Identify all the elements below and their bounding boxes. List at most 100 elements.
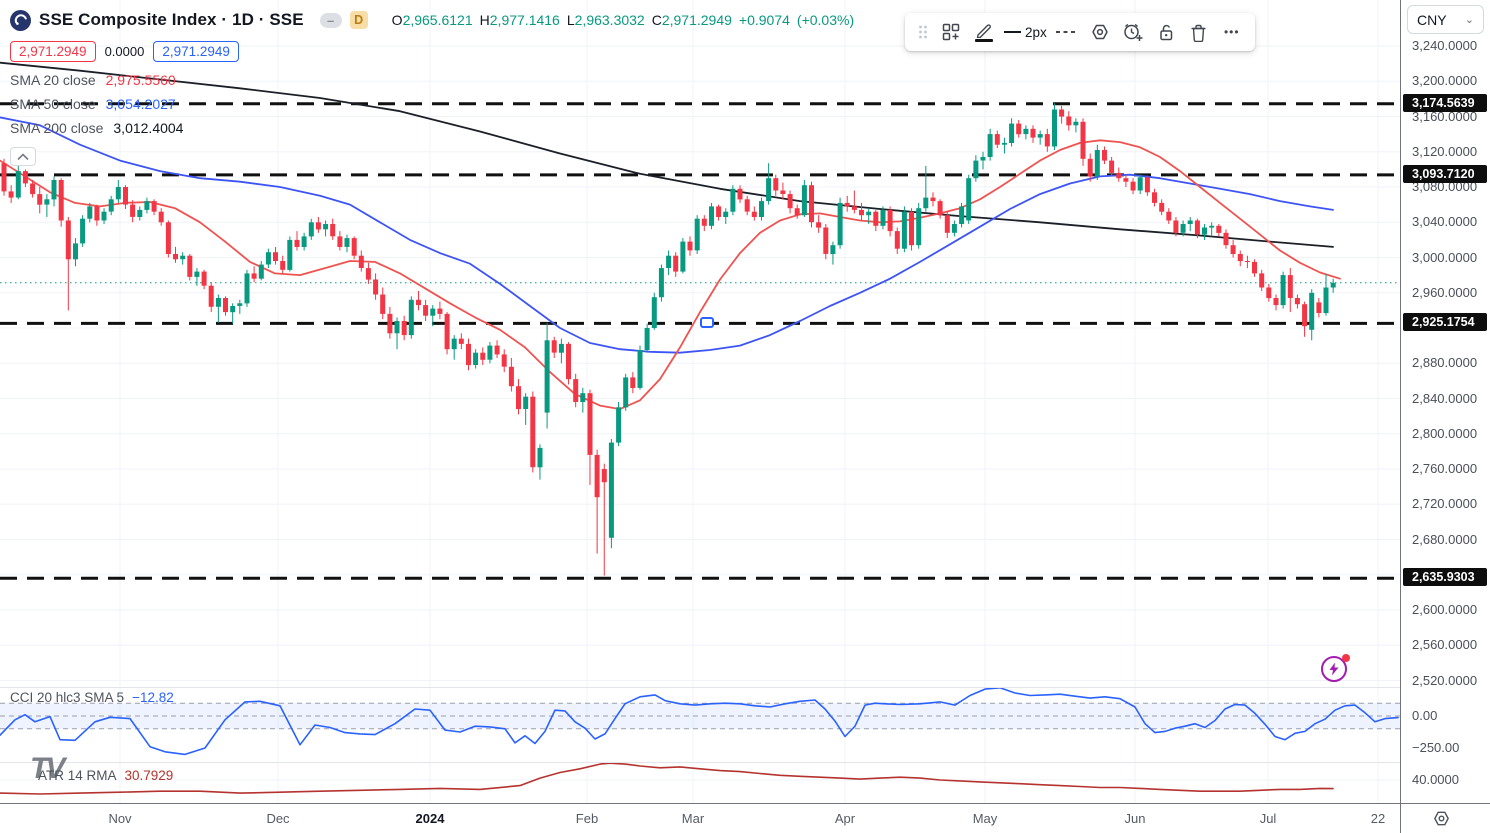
candle-body [1216, 225, 1222, 233]
candle-body [1109, 160, 1115, 173]
candle-body [330, 224, 336, 237]
candle-body [1330, 282, 1336, 288]
candle-body [901, 211, 907, 249]
candle-body [101, 211, 107, 221]
candle-body [1009, 123, 1015, 143]
candle-body [1144, 177, 1150, 193]
cci-tick-label: −250.00 [1412, 740, 1460, 755]
atr-indicator-legend[interactable]: ATR 14 RMA 30.7929 [38, 768, 173, 783]
line-width-icon [1004, 30, 1021, 34]
candle-body [1052, 109, 1057, 147]
candle-body [794, 208, 800, 216]
candle-body [1230, 245, 1236, 254]
candle-body [151, 201, 157, 212]
more-options-button[interactable]: ••• [1223, 25, 1240, 39]
buy-button[interactable]: 2,971.2949 [153, 40, 239, 62]
candle-body [358, 255, 364, 268]
candle-body [951, 224, 957, 233]
candle-body [930, 197, 936, 202]
time-tick-label: Dec [266, 811, 290, 826]
currency-dropdown[interactable]: CNY ⌄ [1407, 5, 1484, 34]
price-tick-label: 3,040.0000 [1412, 214, 1478, 230]
price-level-badge: 3,174.5639 [1403, 93, 1487, 112]
candle-body [494, 345, 500, 355]
alert-clock-plus-icon [1124, 23, 1143, 41]
candle-body [716, 206, 722, 217]
cci-indicator-legend[interactable]: CCI 20 hlc3 SMA 5 −12.82 [10, 690, 174, 705]
candle-body [401, 321, 407, 336]
candle-body [15, 171, 21, 198]
flash-promo-button[interactable] [1321, 654, 1350, 684]
indicator-row-sma20[interactable]: SMA 20 close 2,975.5560 [10, 71, 854, 88]
hide-source-icon[interactable]: – [319, 12, 342, 28]
color-picker-button[interactable] [971, 18, 997, 46]
candle-body [987, 134, 993, 157]
candle-body [1223, 232, 1229, 246]
lock-button[interactable] [1153, 18, 1179, 46]
cci-label: CCI 20 hlc3 SMA 5 [10, 690, 125, 705]
change-percent: (+0.03%) [796, 12, 855, 28]
sma50-value: 3,054.2027 [105, 95, 176, 112]
candle-body [1123, 178, 1129, 182]
candle-body [1130, 181, 1136, 191]
interval-badge[interactable]: D [349, 11, 368, 29]
line-width-label: 2px [1025, 24, 1047, 40]
candle-body [937, 201, 943, 216]
candle-body [551, 340, 557, 353]
time-tick-label: 22 [1370, 811, 1386, 826]
price-axis[interactable]: 3,240.0000 3,200.0000 3,160.0000 3,120.0000… [1400, 0, 1490, 803]
candle-body [873, 211, 879, 226]
candle-body [408, 299, 414, 336]
candle-body [108, 199, 114, 212]
candle-body [30, 183, 36, 195]
template-button[interactable] [938, 18, 964, 46]
symbol-title[interactable]: SSE Composite Index · 1D · SSE [39, 10, 304, 29]
candle-body [566, 343, 571, 380]
candle-body [1244, 261, 1250, 262]
price-tick-label: 3,240.0000 [1412, 38, 1478, 53]
candle-body [65, 220, 71, 260]
candle-body [480, 352, 486, 360]
atr-tick-label: 40.0000 [1412, 772, 1459, 787]
candle-body [173, 254, 178, 260]
settings-button[interactable] [1087, 18, 1113, 46]
candle-body [944, 215, 950, 233]
candle-body [1066, 116, 1072, 126]
price-level-badge: 2,635.9303 [1403, 568, 1487, 587]
candle-body [1237, 254, 1243, 262]
candle-body [608, 442, 614, 538]
legend-collapse-button[interactable] [10, 147, 36, 166]
candle-body [215, 298, 221, 307]
pane-separator-cci[interactable] [0, 687, 1490, 688]
candle-body [809, 185, 814, 223]
candle-body [837, 202, 843, 246]
candle-body [973, 160, 979, 179]
candle-body [115, 187, 121, 200]
candle-body [437, 308, 443, 314]
add-alert-button[interactable] [1120, 18, 1146, 46]
drag-handle-icon[interactable] [915, 18, 931, 46]
line-style-button[interactable] [1054, 18, 1080, 46]
sma20-value: 2,975.5560 [105, 71, 176, 88]
candle-body [644, 328, 650, 350]
sma20-label: SMA 20 close [10, 71, 96, 88]
candle-body [616, 407, 622, 443]
candle-body [558, 343, 564, 353]
candle-body [1059, 109, 1065, 117]
time-axis[interactable]: Nov Dec 2024 Feb Mar Apr May Jun Jul 22 [0, 803, 1490, 833]
candle-body [866, 211, 872, 216]
cci-value: −12.82 [132, 690, 174, 705]
main-chart-canvas[interactable] [0, 0, 1400, 803]
axis-settings-button[interactable] [1432, 809, 1451, 833]
candle-body [251, 273, 257, 279]
indicator-row-sma200[interactable]: SMA 200 close 3,012.4004 [10, 120, 854, 136]
sell-button[interactable]: 2,971.2949 [10, 40, 96, 62]
drawing-anchor-handle[interactable] [700, 317, 714, 328]
delete-button[interactable] [1186, 18, 1212, 46]
indicator-row-sma50[interactable]: SMA 50 close 3,054.2027 [10, 95, 854, 112]
pane-separator-atr[interactable] [0, 762, 1490, 763]
candle-body [680, 241, 686, 272]
line-width-button[interactable]: 2px [1004, 18, 1047, 46]
color-swatch [975, 38, 993, 43]
candle-body [787, 194, 793, 209]
